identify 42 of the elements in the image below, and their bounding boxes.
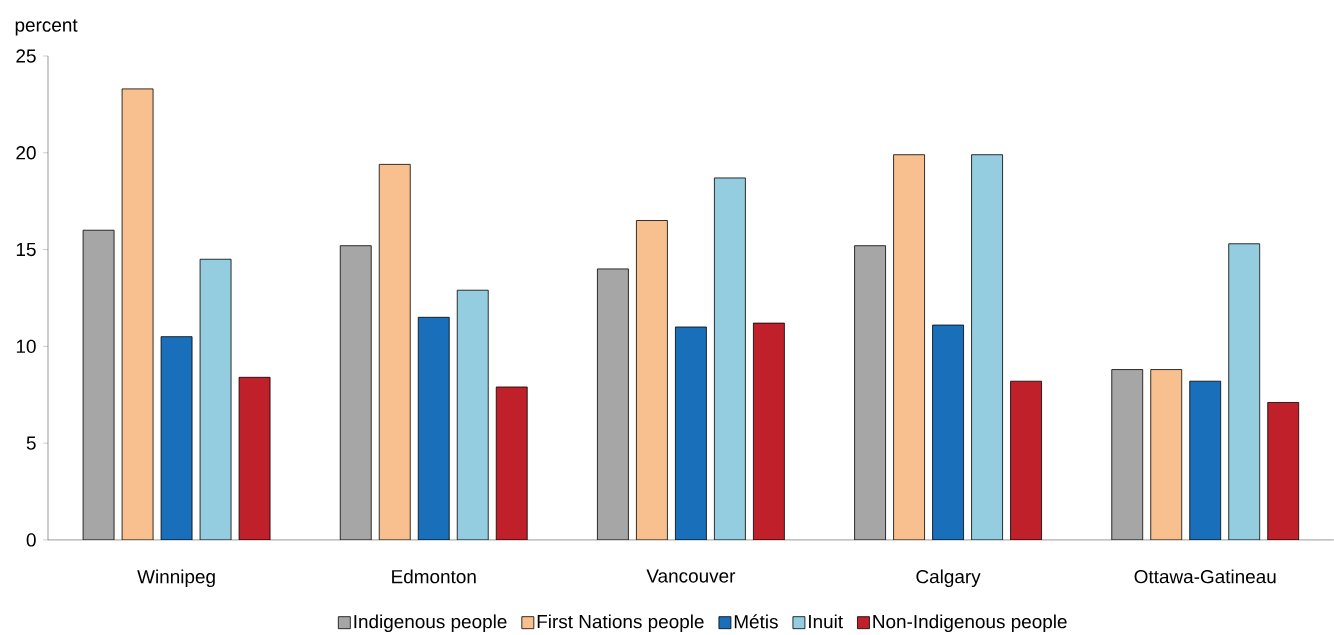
- legend-label: First Nations people: [537, 614, 704, 633]
- bar: [1267, 402, 1300, 540]
- bar: [160, 336, 193, 540]
- bar: [714, 177, 746, 540]
- bar: [675, 326, 707, 540]
- bar: [238, 376, 271, 540]
- y-tick-label: 15: [16, 242, 36, 257]
- bar: [82, 229, 115, 540]
- bar: [1189, 380, 1222, 540]
- bar: [932, 324, 964, 540]
- y-tick-label: 10: [16, 339, 36, 354]
- bar: [378, 163, 411, 540]
- bar: [597, 268, 629, 540]
- legend-label: Non-Indigenous people: [873, 614, 1067, 633]
- y-tick-label: 0: [26, 533, 36, 547]
- bar: [636, 220, 668, 540]
- x-tick-label: Vancouver: [646, 569, 736, 583]
- bar: [495, 386, 528, 540]
- y-axis-title: percent: [15, 19, 78, 36]
- bar: [417, 316, 450, 540]
- bar: [199, 258, 232, 540]
- y-tick-label: 25: [16, 49, 36, 63]
- y-tick-label: 20: [16, 146, 36, 160]
- bar: [1010, 380, 1042, 540]
- bar: [339, 245, 372, 540]
- bar: [1150, 369, 1183, 540]
- bar: [971, 154, 1003, 540]
- legend-label: Indigenous people: [354, 614, 507, 633]
- x-tick-label: Edmonton: [392, 569, 476, 584]
- x-tick-label: Winnipeg: [137, 569, 215, 588]
- x-tick-label: Ottawa-Gatineau: [1134, 569, 1276, 584]
- bar: [1228, 243, 1261, 540]
- bar: [456, 289, 489, 540]
- bar: [121, 88, 154, 540]
- legend-label: Métis: [734, 614, 778, 629]
- y-tick-label: 5: [26, 436, 36, 450]
- bar: [1111, 369, 1144, 540]
- bar: [854, 245, 886, 540]
- legend-label: Inuit: [809, 614, 843, 629]
- bar: [753, 322, 785, 540]
- x-tick-label: Calgary: [916, 569, 981, 588]
- bar: [893, 154, 925, 540]
